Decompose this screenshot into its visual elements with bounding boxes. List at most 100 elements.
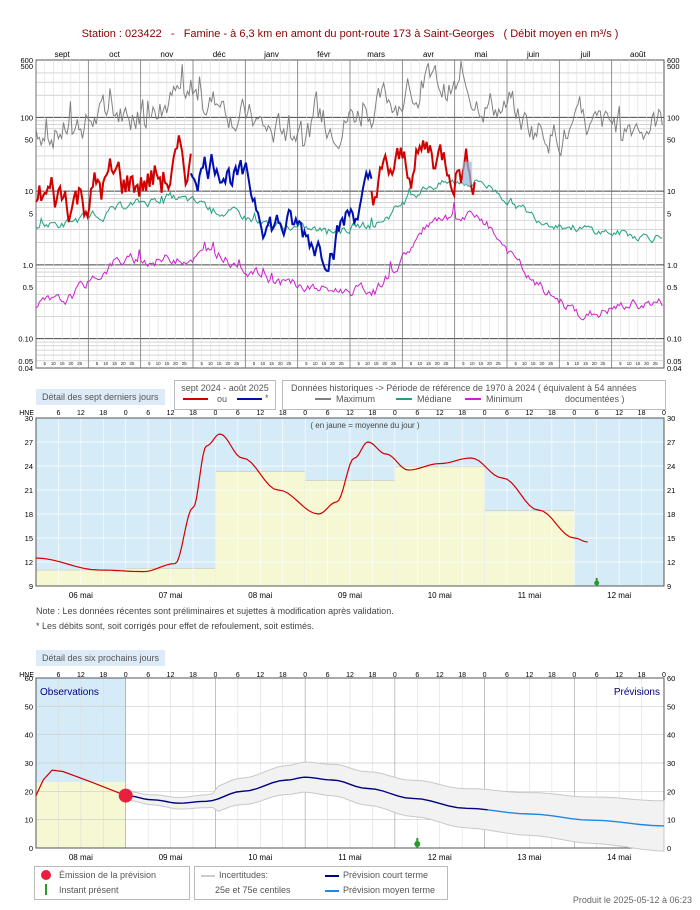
fc-day-label: 09 mai: [159, 853, 183, 862]
current-year-legend: sept 2024 - août 2025 ou *: [174, 380, 276, 410]
historic-label: Données historiques -> Période de référe…: [291, 383, 637, 393]
forecast-header: Détail des six prochains jours: [36, 650, 166, 666]
y-tick-label-right: 1.0: [667, 261, 677, 270]
y-tick-label-left: 100: [20, 113, 33, 122]
fc-hour-tick: 0: [124, 672, 128, 679]
fc-day-label: 12 mai: [428, 853, 452, 862]
fc-day-label: 08 mai: [69, 853, 93, 862]
uncertainty-label: Incertitudes:: [219, 870, 269, 880]
day-tick-label: 20: [644, 361, 650, 366]
maximum-series-line: [35, 61, 663, 157]
hour-tick-label: 6: [415, 410, 419, 417]
last-week-highlight: [462, 161, 472, 186]
fc-hour-tick: 0: [213, 672, 217, 679]
emission-dot: [118, 788, 133, 803]
day-tick-label: 15: [531, 361, 537, 366]
fc-day-label: 14 mai: [607, 853, 631, 862]
day-tick-label: 5: [43, 361, 46, 366]
fc-plot-border: [35, 677, 665, 849]
week-y-tick-left: 9: [29, 582, 33, 591]
current-year-line-red: [35, 135, 192, 223]
fc-hour-tick: 6: [505, 672, 509, 679]
month-label: oct: [109, 50, 120, 59]
day-tick-label: 10: [470, 361, 476, 366]
quantity-label: ( Débit moyen en m³/s ): [503, 28, 619, 40]
day-tick-label: 15: [478, 361, 484, 366]
fc-hour-tick: 12: [346, 672, 354, 679]
fc-y-tick-left: 0: [29, 844, 33, 853]
hour-tick-label: 12: [526, 410, 534, 417]
hour-tick-label: 0: [662, 410, 666, 417]
day-tick-label: 15: [635, 361, 641, 366]
day-tick-label: 10: [574, 361, 580, 366]
week-y-tick-right: 12: [667, 558, 675, 567]
day-tick-label: 25: [653, 361, 659, 366]
fc-hour-tick: 0: [572, 672, 576, 679]
day-tick-label: 20: [68, 361, 74, 366]
week-y-tick-left: 15: [25, 534, 33, 543]
fc-hour-tick: 12: [167, 672, 175, 679]
day-tick-label: 25: [600, 361, 606, 366]
star-label: *: [265, 393, 269, 403]
hour-tick-label: 0: [124, 410, 128, 417]
month-label: janv: [263, 50, 279, 59]
fc-hour-tick: 0: [393, 672, 397, 679]
month-label: nov: [160, 50, 173, 59]
previsions-label: Prévisions: [614, 687, 660, 698]
y-tick-label-left: 1.0: [23, 261, 33, 270]
day-tick-label: 5: [619, 361, 622, 366]
month-label: déc: [213, 50, 226, 59]
day-tick-label: 10: [103, 361, 109, 366]
fc-hour-tick: 6: [146, 672, 150, 679]
week-y-tick-left: 30: [25, 414, 33, 423]
y-tick-label-right: 500: [667, 62, 680, 71]
median-swatch: [396, 398, 412, 400]
day-label: 11 mai: [518, 591, 542, 600]
day-tick-label: 20: [592, 361, 598, 366]
month-label: août: [630, 50, 646, 59]
fc-y-tick-right: 50: [667, 702, 675, 711]
percentiles-label: 25e et 75e centiles: [215, 885, 291, 895]
day-tick-label: 15: [426, 361, 432, 366]
day-tick-label: 15: [321, 361, 327, 366]
uncertainty-band: [125, 761, 665, 852]
title-separator: -: [170, 28, 175, 40]
fc-y-tick-left: 10: [25, 816, 33, 825]
fc-y-tick-left: 20: [25, 787, 33, 796]
hour-tick-label: 0: [303, 410, 307, 417]
y-tick-label-right: 0.5: [667, 283, 677, 292]
red-line-swatch: [183, 398, 208, 400]
forecast-legend: Incertitudes: 25e et 75e centiles Prévis…: [194, 866, 448, 900]
fc-day-label: 11 mai: [338, 853, 362, 862]
median-series-line: [35, 179, 663, 244]
week-y-tick-left: 24: [25, 462, 33, 471]
day-label: 08 mai: [248, 591, 272, 600]
medium-term-swatch: [325, 890, 339, 892]
historic-legend: Données historiques -> Période de référe…: [282, 380, 666, 410]
day-tick-label: 10: [313, 361, 319, 366]
present-marker-dot: [594, 580, 600, 586]
station-label: Station : 023422: [81, 28, 162, 40]
min-label: Minimum: [486, 394, 523, 404]
day-tick-label: 5: [253, 361, 256, 366]
day-tick-label: 10: [417, 361, 423, 366]
hour-tick-label: 6: [56, 410, 60, 417]
fc-hour-tick: 6: [595, 672, 599, 679]
fc-hour-tick: 18: [369, 672, 377, 679]
hour-tick-label: 0: [572, 410, 576, 417]
fc-y-tick-right: 0: [667, 844, 671, 853]
day-tick-label: 25: [286, 361, 292, 366]
current-year-line-red-2: [370, 140, 476, 206]
day-tick-label: 5: [567, 361, 570, 366]
day-tick-label: 20: [539, 361, 545, 366]
day-tick-label: 20: [487, 361, 493, 366]
minimum-series-line: [35, 202, 663, 321]
day-tick-label: 25: [182, 361, 188, 366]
day-tick-label: 10: [365, 361, 371, 366]
day-tick-label: 15: [374, 361, 380, 366]
month-label: mars: [367, 50, 385, 59]
fc-hour-tick: 0: [483, 672, 487, 679]
day-tick-label: 25: [391, 361, 397, 366]
week-y-tick-left: 12: [25, 558, 33, 567]
y-tick-label-left: 0.10: [18, 335, 33, 344]
